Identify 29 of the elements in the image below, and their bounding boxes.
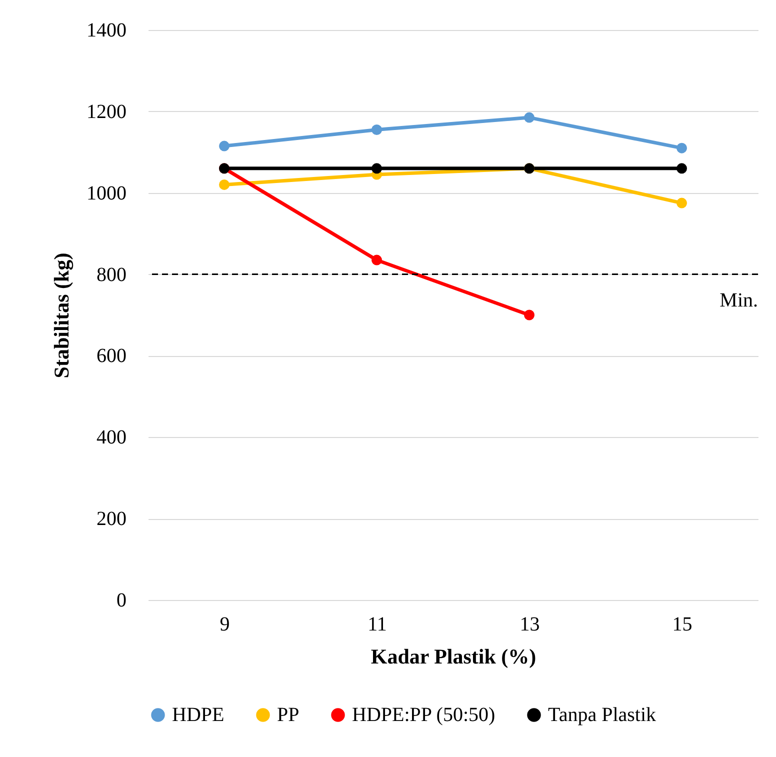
x-tick-label: 15	[672, 614, 692, 636]
point	[524, 112, 534, 123]
ref-line-label: Min.	[720, 289, 758, 312]
point	[372, 163, 382, 174]
x-tick-label: 11	[368, 614, 387, 636]
legend-label: HDPE:PP (50:50)	[352, 704, 496, 726]
point	[676, 163, 687, 174]
y-tick-label: 400	[96, 426, 126, 449]
x-axis-title: Kadar Plastik (%)	[370, 644, 536, 668]
legend-label: Tanpa Plastik	[548, 704, 656, 726]
y-tick-label: 200	[96, 508, 126, 530]
legend-label: HDPE	[172, 704, 224, 726]
y-tick-label: 800	[96, 264, 126, 286]
point	[524, 310, 534, 320]
point	[372, 254, 382, 266]
point	[219, 179, 230, 190]
y-tick-label: 0	[116, 590, 126, 612]
legend-label: PP	[277, 704, 300, 726]
y-axis-title: Stabilitas (kg)	[50, 252, 74, 378]
point	[676, 142, 687, 154]
y-tick-label: 1200	[86, 100, 126, 123]
y-tick-label: 1400	[86, 20, 126, 42]
x-tick-label: 13	[520, 614, 540, 636]
y-tick-label: 1000	[86, 182, 126, 204]
point	[676, 198, 687, 208]
x-tick-label: 9	[220, 614, 230, 636]
point	[372, 124, 382, 135]
y-tick-label: 600	[96, 345, 126, 368]
point	[219, 140, 230, 152]
